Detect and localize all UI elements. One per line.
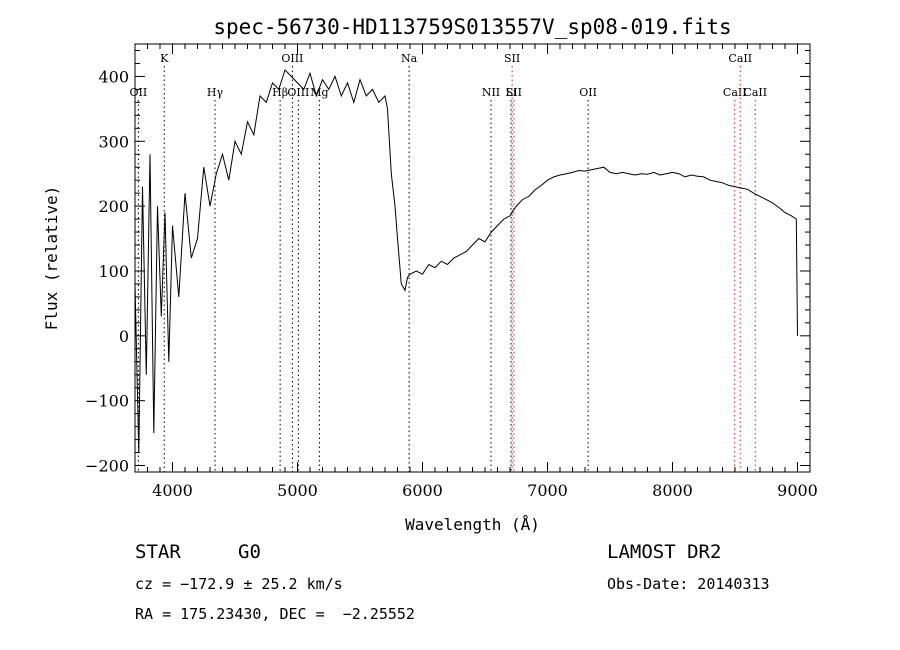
y-axis: −200 −100 0 100 200 300 400 (85, 49, 810, 476)
y-tick-label: −200 (85, 457, 129, 476)
coordinates-text: RA = 175.23430, DEC = −2.25552 (135, 605, 415, 623)
line-marker-label: OII (130, 86, 148, 99)
x-tick-label: 6000 (402, 481, 443, 500)
line-marker-label: CaII (728, 52, 752, 65)
line-marker-label: OIII (281, 52, 303, 65)
y-tick-label: 100 (98, 262, 129, 281)
x-tick-label: 5000 (277, 481, 318, 500)
y-tick-label: 200 (98, 197, 129, 216)
y-tick-label: 300 (98, 132, 129, 151)
x-axis-label: Wavelength (Å) (405, 515, 540, 534)
line-marker-label: Hβ (272, 86, 288, 99)
x-tick-label: 4000 (152, 481, 193, 500)
y-tick-label: 400 (98, 67, 129, 86)
line-marker-label: Hγ (207, 86, 224, 99)
line-marker-label: NII (482, 86, 500, 99)
spectrum-chart: spec-56730-HD113759S013557V_sp08-019.fit… (42, 15, 818, 534)
line-marker-label: OII (579, 86, 597, 99)
spectrum-line (134, 68, 798, 453)
x-axis: 4000 5000 6000 7000 8000 9000 (147, 44, 818, 500)
line-marker-label: CaII (743, 86, 767, 99)
line-marker-label: Li (506, 86, 517, 99)
line-marker-label: Na (401, 52, 418, 65)
line-marker-label: SII (506, 86, 522, 99)
line-marker-label: OIII (287, 86, 309, 99)
y-tick-label: 0 (119, 327, 129, 346)
chart-title: spec-56730-HD113759S013557V_sp08-019.fit… (213, 15, 731, 39)
survey-label: LAMOST DR2 (607, 541, 722, 563)
x-tick-label: 8000 (652, 481, 693, 500)
redshift-text: cz = −172.9 ± 25.2 km/s (135, 575, 343, 593)
object-subclass: G0 (238, 541, 261, 563)
x-tick-label: 9000 (777, 481, 818, 500)
line-marker-label: K (160, 52, 169, 65)
obs-date-text: Obs-Date: 20140313 (607, 575, 770, 593)
line-marker-label: SII (504, 52, 520, 65)
y-axis-label: Flux (relative) (42, 186, 61, 331)
plot-frame (134, 43, 811, 473)
y-tick-label: −100 (85, 392, 129, 411)
object-type: STAR (135, 541, 181, 563)
x-tick-label: 7000 (527, 481, 568, 500)
